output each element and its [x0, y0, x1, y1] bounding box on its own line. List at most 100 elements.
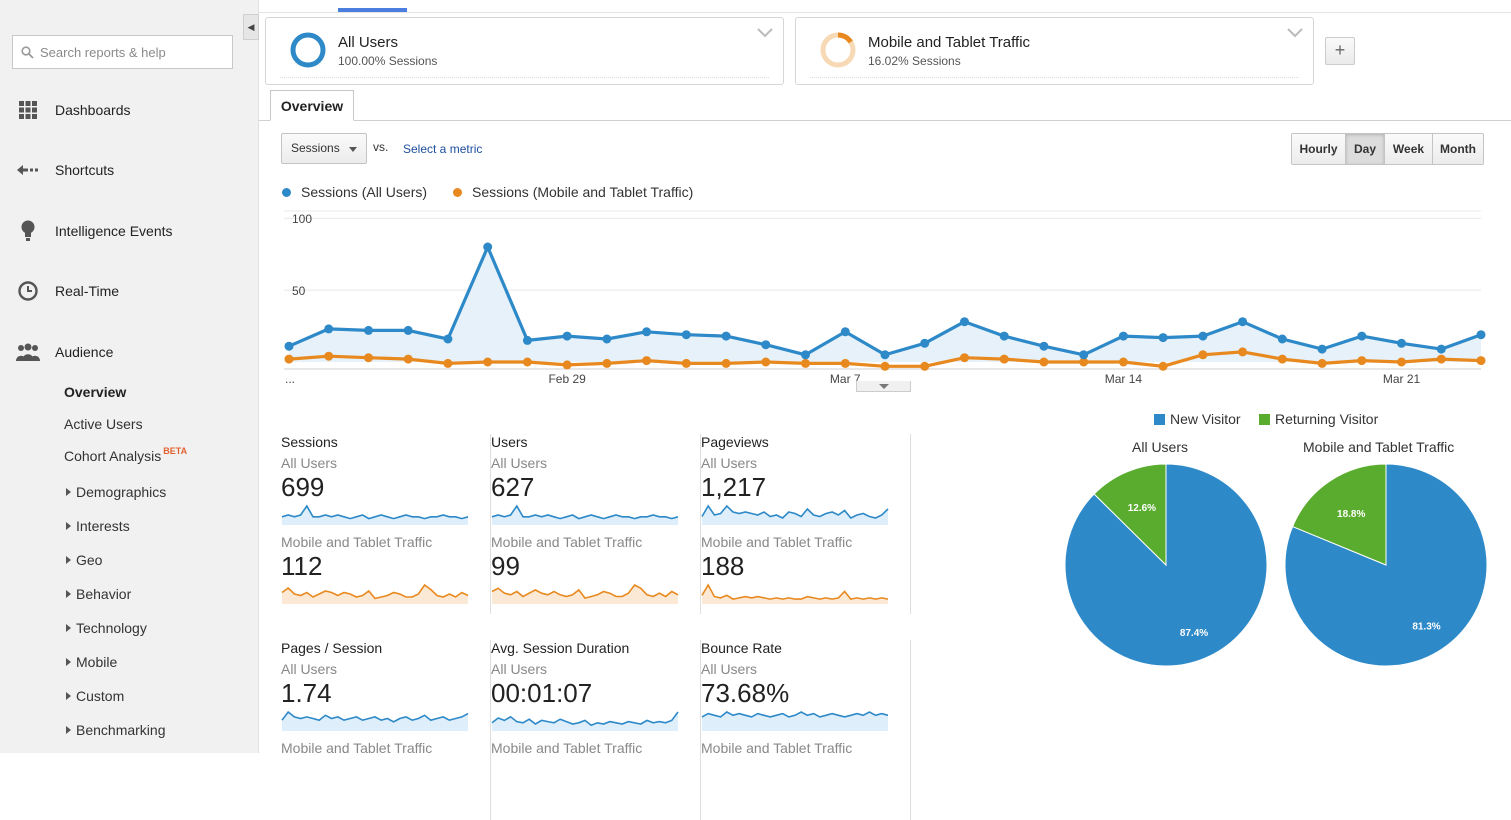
data-point[interactable] [681, 358, 691, 368]
data-point[interactable] [562, 360, 572, 370]
data-point[interactable] [1039, 357, 1049, 367]
data-point[interactable] [443, 334, 453, 344]
data-point[interactable] [1238, 317, 1248, 327]
data-point[interactable] [364, 325, 373, 335]
data-point[interactable] [721, 331, 731, 341]
chart-resize-handle[interactable] [856, 381, 911, 392]
nav-benchmarking[interactable]: Benchmarking [66, 722, 166, 738]
data-point[interactable] [1238, 347, 1248, 357]
nav-intelligence-events[interactable]: Intelligence Events [0, 216, 259, 246]
data-point[interactable] [801, 350, 810, 360]
chevron-down-icon[interactable] [1287, 28, 1303, 38]
pie-slice-returning-visitor[interactable] [1093, 463, 1167, 567]
data-point[interactable] [642, 356, 652, 366]
nav-active-users[interactable]: Active Users [64, 416, 143, 432]
data-point[interactable] [642, 327, 652, 337]
data-point[interactable] [880, 361, 890, 371]
data-point[interactable] [1436, 344, 1446, 354]
data-point[interactable] [324, 351, 334, 361]
data-point[interactable] [562, 331, 572, 341]
data-point[interactable] [284, 341, 294, 351]
select-metric-link[interactable]: Select a metric [403, 142, 483, 156]
data-point[interactable] [1317, 344, 1327, 354]
nav-interests[interactable]: Interests [66, 518, 130, 534]
nav-audience-overview[interactable]: Overview [64, 384, 127, 400]
data-point[interactable] [522, 335, 532, 345]
granularity-week-button[interactable]: Week [1385, 134, 1433, 164]
nav-cohort-analysis[interactable]: Cohort Analysis BETA [64, 446, 187, 464]
data-point[interactable] [721, 358, 731, 368]
data-point[interactable] [681, 330, 691, 340]
nav-shortcuts[interactable]: Shortcuts [0, 155, 259, 185]
granularity-month-button[interactable]: Month [1433, 134, 1483, 164]
add-segment-button[interactable]: + [1325, 37, 1355, 65]
data-point[interactable] [483, 357, 493, 367]
pie-chart-mobile: 81.3% 18.8% [1284, 463, 1488, 667]
data-point[interactable] [761, 340, 771, 350]
expand-triangle-icon [66, 556, 71, 564]
data-point[interactable] [1079, 357, 1089, 367]
data-point[interactable] [1158, 361, 1168, 371]
nav-dashboards[interactable]: Dashboards [0, 95, 259, 125]
pie-slice-returning-visitor[interactable] [1291, 463, 1387, 566]
nav-technology[interactable]: Technology [66, 620, 147, 636]
nav-mobile[interactable]: Mobile [66, 654, 117, 670]
data-point[interactable] [840, 358, 850, 368]
data-point[interactable] [761, 357, 771, 367]
data-point[interactable] [602, 358, 612, 368]
nav-custom[interactable]: Custom [66, 688, 124, 704]
nav-demographics[interactable]: Demographics [66, 484, 166, 500]
data-point[interactable] [999, 331, 1009, 341]
data-point[interactable] [324, 324, 334, 334]
data-point[interactable] [801, 358, 810, 368]
search-box[interactable] [12, 35, 233, 69]
data-point[interactable] [1317, 358, 1327, 368]
data-point[interactable] [1198, 331, 1208, 341]
data-point[interactable] [443, 358, 453, 368]
data-point[interactable] [1476, 356, 1486, 366]
data-point[interactable] [1198, 350, 1208, 360]
data-point[interactable] [1436, 354, 1446, 364]
metric-select[interactable]: Sessions [281, 133, 367, 164]
data-point[interactable] [1079, 350, 1089, 360]
tab-overview[interactable]: Overview [270, 90, 354, 121]
data-point[interactable] [1118, 357, 1128, 367]
data-point[interactable] [1397, 357, 1406, 367]
data-point[interactable] [1357, 331, 1367, 341]
data-point[interactable] [880, 350, 890, 360]
data-point[interactable] [1118, 331, 1128, 341]
data-point[interactable] [1039, 341, 1049, 351]
segment-card-all-users[interactable]: All Users 100.00% Sessions [265, 17, 784, 85]
data-point[interactable] [403, 354, 413, 364]
data-point[interactable] [1397, 338, 1406, 348]
chevron-down-icon[interactable] [757, 28, 773, 38]
data-point[interactable] [364, 353, 373, 363]
search-input[interactable] [40, 44, 220, 60]
data-point[interactable] [999, 354, 1009, 364]
data-point[interactable] [483, 242, 493, 252]
data-point[interactable] [960, 317, 969, 327]
segment-card-mobile-tablet[interactable]: Mobile and Tablet Traffic 16.02% Session… [795, 17, 1314, 85]
data-point[interactable] [960, 353, 969, 363]
nav-audience[interactable]: Audience [0, 337, 259, 367]
data-point[interactable] [920, 338, 930, 348]
data-point[interactable] [840, 327, 850, 337]
data-point[interactable] [1158, 333, 1168, 343]
nav-geo[interactable]: Geo [66, 552, 102, 568]
data-point[interactable] [1476, 330, 1486, 340]
granularity-hourly-button[interactable]: Hourly [1292, 134, 1346, 164]
granularity-day-button[interactable]: Day [1346, 134, 1385, 164]
data-point[interactable] [1357, 356, 1367, 366]
data-point[interactable] [1277, 354, 1287, 364]
data-point[interactable] [403, 325, 413, 335]
data-point[interactable] [602, 334, 612, 344]
data-point[interactable] [522, 357, 532, 367]
scorecard-segment-label: Mobile and Tablet Traffic [701, 534, 853, 550]
collapse-sidebar-button[interactable]: ◀ [243, 14, 259, 40]
data-point[interactable] [284, 354, 294, 364]
data-point[interactable] [1277, 334, 1287, 344]
sparkline [281, 789, 469, 811]
data-point[interactable] [920, 361, 930, 371]
nav-behavior[interactable]: Behavior [66, 586, 131, 602]
nav-real-time[interactable]: Real-Time [0, 276, 259, 306]
